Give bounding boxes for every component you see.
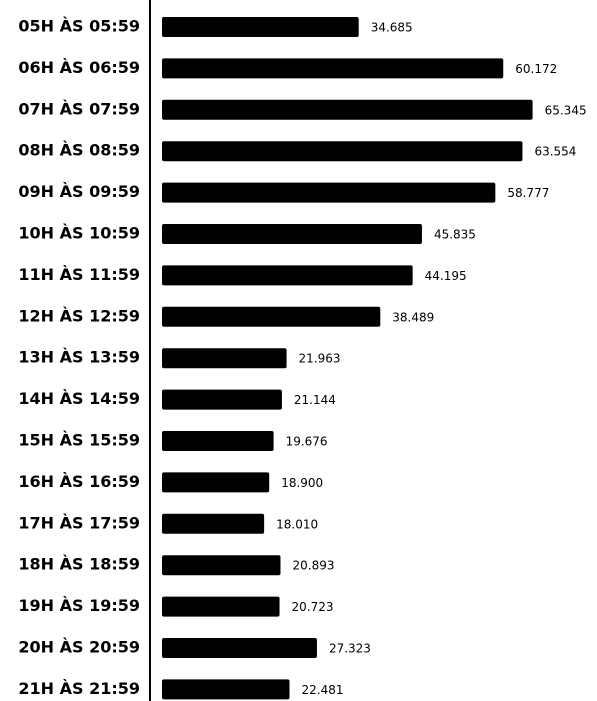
bar bbox=[162, 555, 281, 576]
bar bbox=[162, 58, 504, 79]
value-label: 63.554 bbox=[534, 145, 576, 159]
category-label: 17H ÀS 17:59 bbox=[18, 513, 140, 532]
bar bbox=[162, 224, 422, 244]
bar bbox=[162, 472, 270, 493]
value-label: 20.723 bbox=[292, 600, 334, 614]
value-label: 44.195 bbox=[425, 269, 467, 283]
category-label: 13H ÀS 13:59 bbox=[18, 348, 140, 367]
value-label: 38.489 bbox=[392, 310, 434, 324]
bar bbox=[162, 431, 274, 451]
category-label: 11H ÀS 11:59 bbox=[18, 265, 140, 284]
bar bbox=[162, 513, 265, 534]
category-label: 14H ÀS 14:59 bbox=[18, 389, 140, 408]
category-label: 21H ÀS 21:59 bbox=[18, 679, 140, 698]
value-label: 21.144 bbox=[294, 393, 336, 407]
bar bbox=[162, 306, 381, 327]
bar bbox=[162, 182, 496, 203]
bar bbox=[162, 596, 280, 617]
category-label: 09H ÀS 09:59 bbox=[18, 182, 140, 201]
category-label: 08H ÀS 08:59 bbox=[18, 141, 140, 160]
value-label: 22.481 bbox=[301, 683, 343, 697]
category-label: 16H ÀS 16:59 bbox=[18, 472, 140, 491]
value-label: 65.345 bbox=[545, 103, 587, 117]
category-label: 20H ÀS 20:59 bbox=[18, 638, 140, 657]
value-label: 21.963 bbox=[299, 352, 341, 366]
value-label: 60.172 bbox=[515, 62, 557, 76]
category-label: 19H ÀS 19:59 bbox=[18, 596, 140, 615]
value-label: 20.893 bbox=[292, 559, 334, 573]
bar bbox=[162, 17, 359, 37]
bar bbox=[162, 348, 287, 369]
bar bbox=[162, 99, 533, 120]
value-label: 19.676 bbox=[286, 435, 328, 449]
bar bbox=[162, 679, 290, 700]
value-label: 18.010 bbox=[276, 517, 318, 531]
value-label: 58.777 bbox=[507, 186, 549, 200]
category-label: 07H ÀS 07:59 bbox=[18, 99, 140, 118]
category-label: 12H ÀS 12:59 bbox=[18, 306, 140, 325]
category-label: 06H ÀS 06:59 bbox=[18, 58, 140, 77]
bar bbox=[162, 141, 523, 162]
value-label: 18.900 bbox=[281, 476, 323, 490]
category-label: 15H ÀS 15:59 bbox=[18, 431, 140, 450]
category-label: 18H ÀS 18:59 bbox=[18, 555, 140, 574]
value-label: 34.685 bbox=[371, 21, 413, 35]
bar bbox=[162, 265, 413, 286]
value-label: 27.323 bbox=[329, 642, 371, 656]
value-label: 45.835 bbox=[434, 228, 476, 242]
bar bbox=[162, 389, 282, 410]
category-label: 05H ÀS 05:59 bbox=[18, 17, 140, 36]
bar bbox=[162, 638, 317, 658]
category-label: 10H ÀS 10:59 bbox=[18, 224, 140, 243]
